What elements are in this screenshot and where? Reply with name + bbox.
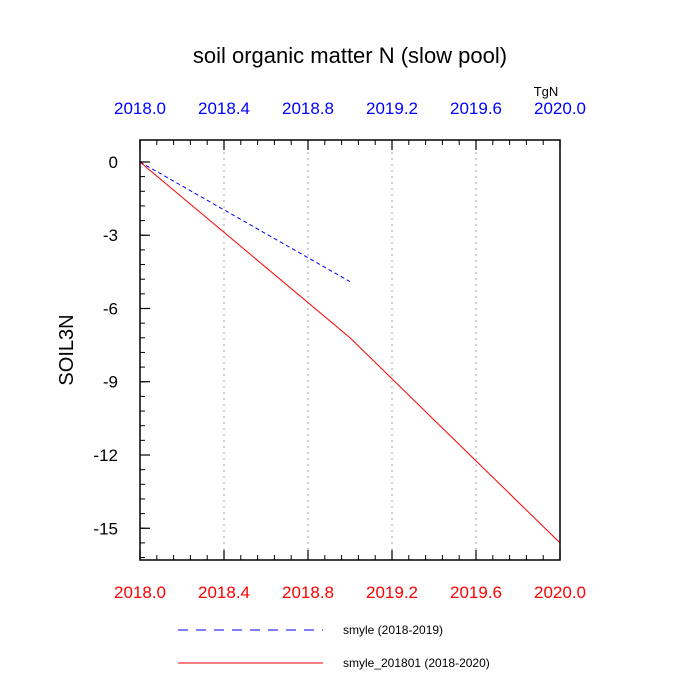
x-tick-label-bottom: 2018.0 xyxy=(114,583,166,602)
series-line-1 xyxy=(139,161,351,283)
y-tick-label: -15 xyxy=(93,519,118,538)
x-tick-label-top: 2019.2 xyxy=(366,99,418,118)
y-tick-label: -3 xyxy=(103,226,118,245)
y-tick-label: 0 xyxy=(109,153,118,172)
chart-title: soil organic matter N (slow pool) xyxy=(193,43,507,68)
y-tick-label: -12 xyxy=(93,446,118,465)
x-tick-label-top: 2019.6 xyxy=(450,99,502,118)
x-tick-label-top: 2018.8 xyxy=(282,99,334,118)
x-tick-label-bottom: 2018.4 xyxy=(198,583,250,602)
x-tick-label-bottom: 2018.8 xyxy=(282,583,334,602)
legend-label-1: smyle (2018-2019) xyxy=(343,623,443,637)
x-tick-label-top: 2020.0 xyxy=(534,99,586,118)
y-tick-label: -9 xyxy=(103,373,118,392)
grid-layer xyxy=(223,140,477,560)
x-tick-label-top: 2018.0 xyxy=(114,99,166,118)
y-tick-label: -6 xyxy=(103,299,118,318)
x-tick-label-top: 2018.4 xyxy=(198,99,250,118)
legend: smyle (2018-2019) smyle_201801 (2018-2020… xyxy=(178,623,490,670)
legend-label-2: smyle_201801 (2018-2020) xyxy=(343,656,490,670)
series-layer xyxy=(139,161,561,544)
x-tick-label-bottom: 2020.0 xyxy=(534,583,586,602)
x-tick-label-bottom: 2019.2 xyxy=(366,583,418,602)
plot-frame xyxy=(139,139,561,561)
units-label: TgN xyxy=(534,84,559,99)
x-tick-label-bottom: 2019.6 xyxy=(450,583,502,602)
y-axis-label: SOIL3N xyxy=(56,314,78,385)
axis-layer: 2018.0 2018.0 2018.4 2018.4 2018.8 2018.8 2019… xyxy=(93,99,586,602)
series-line-2 xyxy=(139,161,561,544)
